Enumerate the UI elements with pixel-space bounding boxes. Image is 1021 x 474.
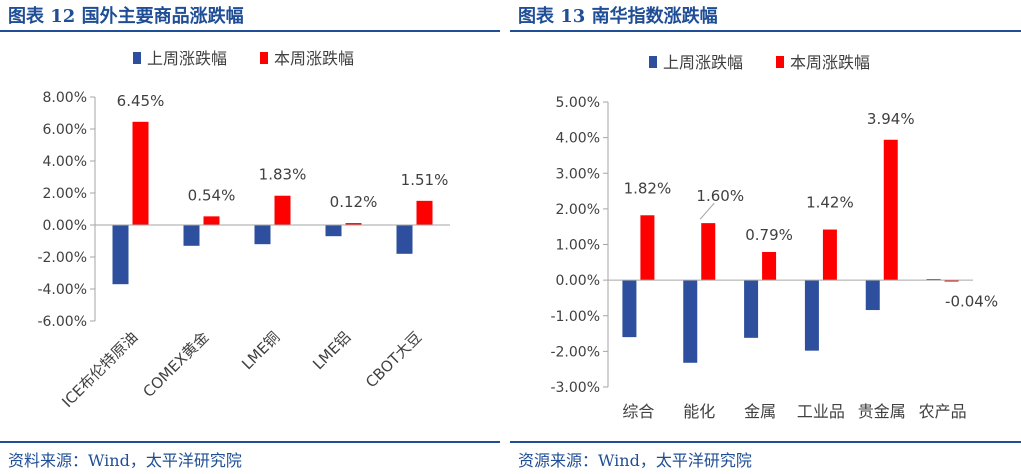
bar-this-week (701, 223, 716, 281)
bar-last-week (325, 225, 342, 237)
data-label: 0.54% (188, 186, 236, 204)
source-divider (510, 441, 1021, 443)
legend-label: 本周涨跌幅 (274, 49, 354, 68)
category-label: COMEX黄金 (140, 328, 213, 401)
source-note: 资料来源：Wind，太平洋研究院 (8, 451, 242, 470)
figure-title: 图表 13 南华指数涨跌幅 (518, 6, 718, 27)
data-label: -0.04% (945, 293, 998, 311)
category-label: 金属 (744, 402, 776, 421)
bar-this-week (274, 195, 291, 225)
data-label: 1.42% (806, 194, 854, 212)
bar-last-week (112, 225, 129, 285)
category-label: ICE布伦特原油 (58, 328, 141, 411)
legend-label: 上周涨跌幅 (663, 53, 743, 72)
y-tick-label: -3.00% (550, 380, 600, 396)
bar-this-week (944, 280, 959, 282)
y-tick-label: 4.00% (43, 154, 87, 170)
bar-last-week (804, 280, 819, 351)
bar-last-week (396, 225, 413, 254)
y-tick-label: -6.00% (37, 314, 87, 330)
y-tick-label: -2.00% (550, 344, 600, 360)
data-label: 1.60% (696, 187, 744, 205)
data-label: 1.51% (401, 171, 449, 189)
bar-this-week (883, 139, 898, 281)
bar-this-week (416, 200, 433, 225)
y-tick-label: 2.00% (556, 202, 600, 218)
source-note: 资源来源：Wind，太平洋研究院 (518, 451, 752, 470)
y-tick-label: 0.00% (556, 273, 600, 289)
category-label: 工业品 (797, 402, 845, 421)
data-label: 0.12% (330, 193, 378, 211)
bar-this-week (822, 229, 837, 281)
legend-swatch (133, 52, 141, 64)
y-tick-label: 4.00% (556, 131, 600, 147)
category-label: CBOT大豆 (362, 328, 425, 391)
bar-last-week (926, 279, 941, 281)
bar-last-week (183, 225, 200, 246)
source-divider (0, 441, 500, 443)
data-label: 3.94% (867, 110, 915, 128)
bar-chart-right: 上周涨跌幅 本周涨跌幅 5.00% 4.00% 3.00% 2.00% 1.00% 0.00%… (550, 53, 998, 421)
category-label: 能化 (683, 402, 715, 421)
bar-this-week (640, 215, 655, 281)
bar-this-week (345, 223, 362, 225)
category-label: 综合 (622, 402, 654, 421)
bar-last-week (865, 280, 880, 311)
y-tick-label: 8.00% (43, 90, 87, 106)
y-tick-label: 3.00% (556, 166, 600, 182)
bar-last-week (683, 280, 698, 363)
data-label: 0.79% (745, 226, 793, 244)
legend-swatch (260, 52, 268, 64)
data-label: 1.83% (259, 166, 307, 184)
y-tick-label: -4.00% (37, 282, 87, 298)
bar-last-week (254, 225, 271, 245)
category-label: LME铝 (309, 328, 354, 373)
label-leader-line (699, 202, 715, 220)
bar-this-week (203, 216, 220, 225)
figure-title: 图表 12 国外主要商品涨跌幅 (8, 6, 244, 27)
legend-swatch (649, 56, 657, 68)
title-divider (0, 30, 500, 32)
bar-last-week (622, 280, 637, 338)
panel-left: 图表 12 国外主要商品涨跌幅 上周涨跌幅 本周涨跌幅 8.00% 6.00% 4.00… (0, 0, 500, 474)
y-tick-label: -2.00% (37, 250, 87, 266)
panel-right: 图表 13 南华指数涨跌幅 上周涨跌幅 本周涨跌幅 5.00% 4.00% 3.00% 2… (510, 0, 1021, 474)
y-tick-label: 1.00% (556, 238, 600, 254)
bar-chart-left: 上周涨跌幅 本周涨跌幅 8.00% 6.00% 4.00% 2.00% 0.00% -2.00… (37, 49, 450, 411)
legend-label: 上周涨跌幅 (147, 49, 227, 68)
bar-this-week (132, 121, 149, 225)
y-tick-label: 0.00% (43, 218, 87, 234)
data-label: 1.82% (624, 179, 672, 197)
y-tick-label: 6.00% (43, 122, 87, 138)
y-tick-label: 5.00% (556, 95, 600, 111)
legend-swatch (776, 56, 784, 68)
y-tick-label: -1.00% (550, 309, 600, 325)
legend-label: 本周涨跌幅 (790, 53, 870, 72)
category-label: 贵金属 (858, 402, 906, 421)
bar-last-week (744, 280, 759, 338)
category-label: 农产品 (919, 402, 967, 421)
data-label: 6.45% (117, 92, 165, 110)
title-divider (510, 30, 1021, 32)
y-tick-label: 2.00% (43, 186, 87, 202)
category-label: LME铜 (238, 328, 283, 373)
bar-this-week (762, 251, 777, 281)
